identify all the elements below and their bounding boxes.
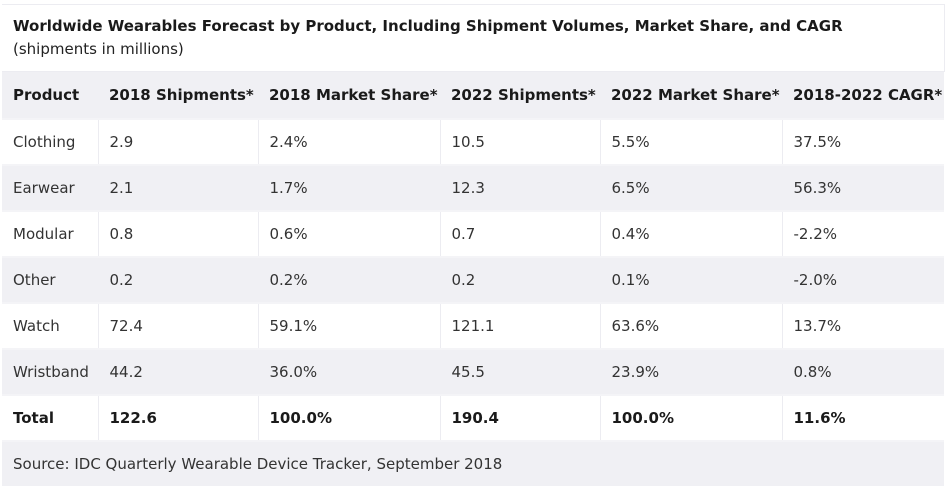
table-header-row: Product 2018 Shipments* 2018 Market Shar… — [2, 71, 944, 119]
cell-2022-shipments: 10.5 — [439, 118, 600, 165]
table-title-row: Worldwide Wearables Forecast by Product,… — [2, 4, 945, 72]
cell-2018-market-share: 0.6% — [257, 210, 440, 257]
source-note: Source: IDC Quarterly Wearable Device Tr… — [2, 440, 944, 486]
cell-product: Watch — [2, 302, 98, 349]
table-source-row: Source: IDC Quarterly Wearable Device Tr… — [2, 440, 944, 486]
cell-2022-market-share: 23.9% — [599, 348, 782, 395]
cell-cagr: 13.7% — [781, 302, 944, 349]
table-row: Watch 72.4 59.1% 121.1 63.6% 13.7% — [2, 302, 944, 349]
table-row: Earwear 2.1 1.7% 12.3 6.5% 56.3% — [2, 164, 944, 211]
total-2022-market-share: 100.0% — [599, 394, 782, 441]
total-2018-shipments: 122.6 — [97, 394, 258, 441]
cell-2018-shipments: 0.8 — [97, 210, 258, 257]
cell-cagr: -2.0% — [781, 256, 944, 303]
cell-product: Clothing — [2, 118, 98, 165]
cell-2018-market-share: 0.2% — [257, 256, 440, 303]
cell-2018-market-share: 2.4% — [257, 118, 440, 165]
header-2022-shipments: 2022 Shipments* — [440, 71, 600, 119]
cell-product: Wristband — [2, 348, 98, 395]
table-title: Worldwide Wearables Forecast by Product,… — [2, 4, 945, 72]
cell-cagr: 56.3% — [781, 164, 944, 211]
header-2022-market-share: 2022 Market Share* — [600, 71, 782, 119]
cell-2018-shipments: 72.4 — [97, 302, 258, 349]
header-cagr: 2018-2022 CAGR* — [782, 71, 944, 119]
wearables-forecast-table: Worldwide Wearables Forecast by Product,… — [2, 4, 945, 486]
cell-2018-shipments: 44.2 — [97, 348, 258, 395]
cell-2022-market-share: 0.4% — [599, 210, 782, 257]
cell-2022-market-share: 63.6% — [599, 302, 782, 349]
cell-2022-shipments: 12.3 — [439, 164, 600, 211]
cell-2022-market-share: 0.1% — [599, 256, 782, 303]
header-2018-shipments: 2018 Shipments* — [98, 71, 258, 119]
table-title-units: (shipments in millions) — [13, 40, 184, 58]
table-row: Modular 0.8 0.6% 0.7 0.4% -2.2% — [2, 210, 944, 257]
cell-product: Other — [2, 256, 98, 303]
cell-2018-shipments: 2.9 — [97, 118, 258, 165]
cell-2022-market-share: 6.5% — [599, 164, 782, 211]
table-row: Clothing 2.9 2.4% 10.5 5.5% 37.5% — [2, 118, 944, 165]
table-row: Other 0.2 0.2% 0.2 0.1% -2.0% — [2, 256, 944, 303]
cell-2022-shipments: 0.7 — [439, 210, 600, 257]
cell-2022-market-share: 5.5% — [599, 118, 782, 165]
cell-2022-shipments: 0.2 — [439, 256, 600, 303]
cell-cagr: 0.8% — [781, 348, 944, 395]
total-2022-shipments: 190.4 — [439, 394, 600, 441]
cell-product: Earwear — [2, 164, 98, 211]
cell-cagr: 37.5% — [781, 118, 944, 165]
cell-2022-shipments: 45.5 — [439, 348, 600, 395]
cell-2018-market-share: 59.1% — [257, 302, 440, 349]
wearables-forecast-table-container: Worldwide Wearables Forecast by Product,… — [2, 4, 945, 486]
total-2018-market-share: 100.0% — [257, 394, 440, 441]
cell-2018-shipments: 2.1 — [97, 164, 258, 211]
total-label: Total — [2, 394, 98, 441]
cell-2018-market-share: 36.0% — [257, 348, 440, 395]
header-product: Product — [2, 71, 98, 119]
total-cagr: 11.6% — [781, 394, 944, 441]
table-total-row: Total 122.6 100.0% 190.4 100.0% 11.6% — [2, 394, 944, 441]
cell-product: Modular — [2, 210, 98, 257]
table-row: Wristband 44.2 36.0% 45.5 23.9% 0.8% — [2, 348, 944, 395]
cell-2018-market-share: 1.7% — [257, 164, 440, 211]
cell-cagr: -2.2% — [781, 210, 944, 257]
header-2018-market-share: 2018 Market Share* — [258, 71, 440, 119]
table-title-bold: Worldwide Wearables Forecast by Product,… — [13, 17, 843, 35]
cell-2018-shipments: 0.2 — [97, 256, 258, 303]
cell-2022-shipments: 121.1 — [439, 302, 600, 349]
